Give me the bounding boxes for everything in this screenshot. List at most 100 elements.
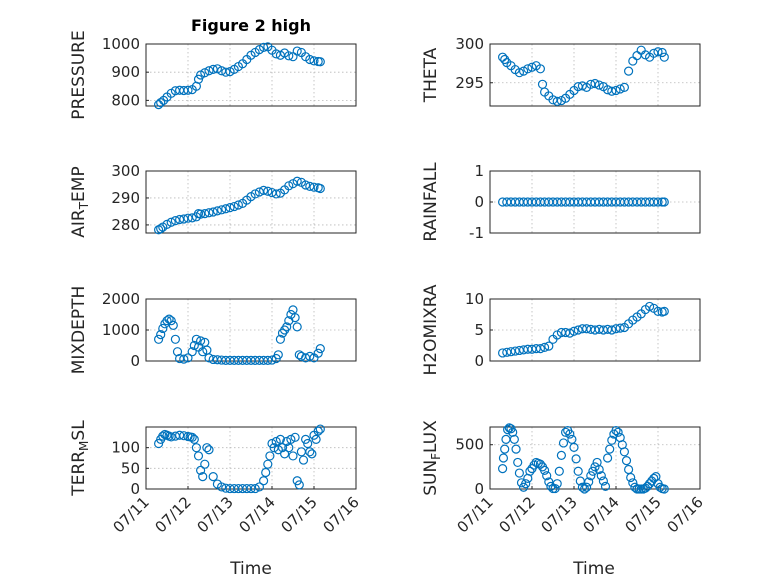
y-tick-label: 300 xyxy=(455,35,484,53)
data-point xyxy=(280,449,290,459)
data-point xyxy=(586,471,596,481)
data-point xyxy=(259,185,269,196)
data-point xyxy=(315,183,325,194)
data-point xyxy=(305,181,315,191)
y-axis-label: H2OMIXRA xyxy=(421,284,441,375)
data-point xyxy=(271,436,281,447)
y-axis-label: TERRMSL xyxy=(69,420,91,497)
y-tick-label: 0 xyxy=(474,352,484,370)
data-point xyxy=(550,483,560,494)
data-point xyxy=(263,459,273,469)
axes-frame xyxy=(145,43,357,107)
data-point xyxy=(514,468,525,478)
data-point xyxy=(501,434,511,444)
data-point xyxy=(657,47,667,58)
data-point xyxy=(588,466,598,476)
data-point xyxy=(166,217,176,227)
data-point xyxy=(653,47,663,57)
data-point xyxy=(644,301,655,312)
data-point xyxy=(212,64,222,74)
data-point xyxy=(565,429,575,439)
data-point xyxy=(154,99,164,110)
x-tick-label: 07/13 xyxy=(194,493,237,536)
data-point xyxy=(615,323,625,333)
y-tick-label: 290 xyxy=(111,189,140,207)
data-point xyxy=(313,348,323,358)
x-tick-label: 07/15 xyxy=(278,493,321,536)
y-tick-label: 100 xyxy=(111,439,140,457)
y-tick-label: 2000 xyxy=(102,290,140,308)
data-point xyxy=(208,472,218,482)
data-point xyxy=(166,316,176,326)
data-point xyxy=(571,454,581,464)
data-point xyxy=(590,78,600,89)
y-axis-label: AIRTEMP xyxy=(69,166,91,237)
data-point xyxy=(621,456,632,466)
data-point xyxy=(659,306,669,316)
y-tick-label: 1000 xyxy=(102,35,140,53)
data-point xyxy=(498,52,508,62)
data-point xyxy=(271,189,281,199)
x-tick-label: 07/11 xyxy=(110,493,153,536)
y-tick-label: -1 xyxy=(469,224,484,242)
data-point xyxy=(217,482,227,492)
y-axis-label: RAINFALL xyxy=(421,162,441,242)
data-point xyxy=(189,340,199,351)
data-point xyxy=(514,68,525,78)
y-tick-label: 1000 xyxy=(102,321,140,339)
data-point xyxy=(581,482,592,492)
x-axis-label-right: Time xyxy=(572,559,615,579)
data-point xyxy=(204,208,214,218)
data-point xyxy=(607,325,617,335)
subplot-pressure: 800 900 1000 PRESSURE xyxy=(69,30,357,120)
data-point xyxy=(204,445,214,455)
data-point xyxy=(259,476,269,486)
data-point xyxy=(500,444,510,454)
subplot-theta: 295 300 THETA xyxy=(421,35,701,107)
data-point xyxy=(196,465,206,475)
data-point xyxy=(630,482,640,492)
x-tick-label: 07/16 xyxy=(320,493,363,536)
data-point xyxy=(229,201,239,212)
data-point xyxy=(156,224,166,234)
y-tick-label: 10 xyxy=(465,290,484,308)
data-point xyxy=(273,445,283,455)
y-axis-label: MIXDEPTH xyxy=(69,286,89,375)
data-point xyxy=(225,203,235,213)
subplot-h2omixra: 0 5 10 H2OMIXRA xyxy=(421,284,701,376)
data-point xyxy=(558,438,569,448)
data-point xyxy=(594,464,604,475)
data-point xyxy=(212,206,222,216)
axes-frame xyxy=(145,426,357,490)
y-tick-label: 50 xyxy=(121,459,140,477)
data-point xyxy=(623,464,634,475)
data-point xyxy=(187,213,197,223)
axes-frame xyxy=(489,426,701,490)
data-point xyxy=(626,472,636,483)
data-point xyxy=(535,64,546,74)
data-point xyxy=(315,424,325,434)
x-tick-label: 07/12 xyxy=(496,493,539,536)
data-point xyxy=(544,477,554,487)
data-point xyxy=(261,467,271,478)
data-point xyxy=(569,442,579,452)
data-point xyxy=(521,479,531,489)
data-point xyxy=(166,432,176,442)
data-point xyxy=(156,330,166,340)
data-point xyxy=(296,447,306,457)
data-point xyxy=(527,62,537,72)
data-point xyxy=(544,341,554,351)
data-point xyxy=(628,478,638,488)
x-tick-label: 07/14 xyxy=(580,493,623,536)
data-point xyxy=(254,482,264,492)
data-point xyxy=(288,305,298,315)
data-point xyxy=(584,477,594,487)
data-point xyxy=(196,336,206,346)
data-point xyxy=(282,436,292,447)
data-point xyxy=(263,186,273,196)
data-point xyxy=(613,427,623,437)
data-point xyxy=(164,314,174,324)
data-point xyxy=(290,432,300,442)
